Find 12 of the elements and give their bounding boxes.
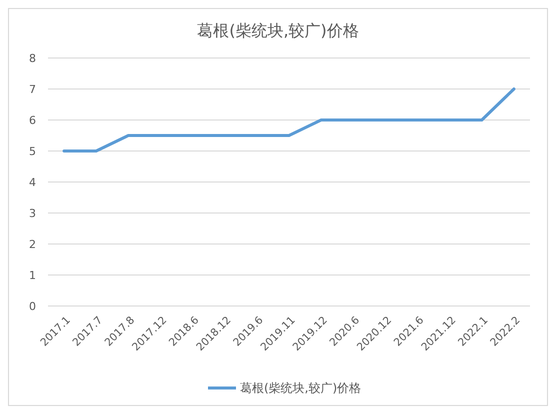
line-series — [62, 88, 516, 152]
y-tick-label: 1 — [29, 268, 36, 282]
y-tick-label: 8 — [29, 52, 36, 65]
y-tick-label: 2 — [29, 238, 36, 251]
y-tick-label: 6 — [29, 114, 36, 127]
legend-label: 葛根(柴统块,较广)价格 — [240, 381, 362, 396]
y-tick-label: 3 — [29, 206, 36, 220]
y-tick-label: 4 — [29, 176, 36, 189]
chart-title: 葛根(柴统块,较广)价格 — [197, 21, 359, 40]
y-tick-label: 7 — [29, 82, 36, 96]
y-tick-label: 5 — [29, 144, 36, 158]
y-tick-label: 0 — [29, 300, 36, 313]
